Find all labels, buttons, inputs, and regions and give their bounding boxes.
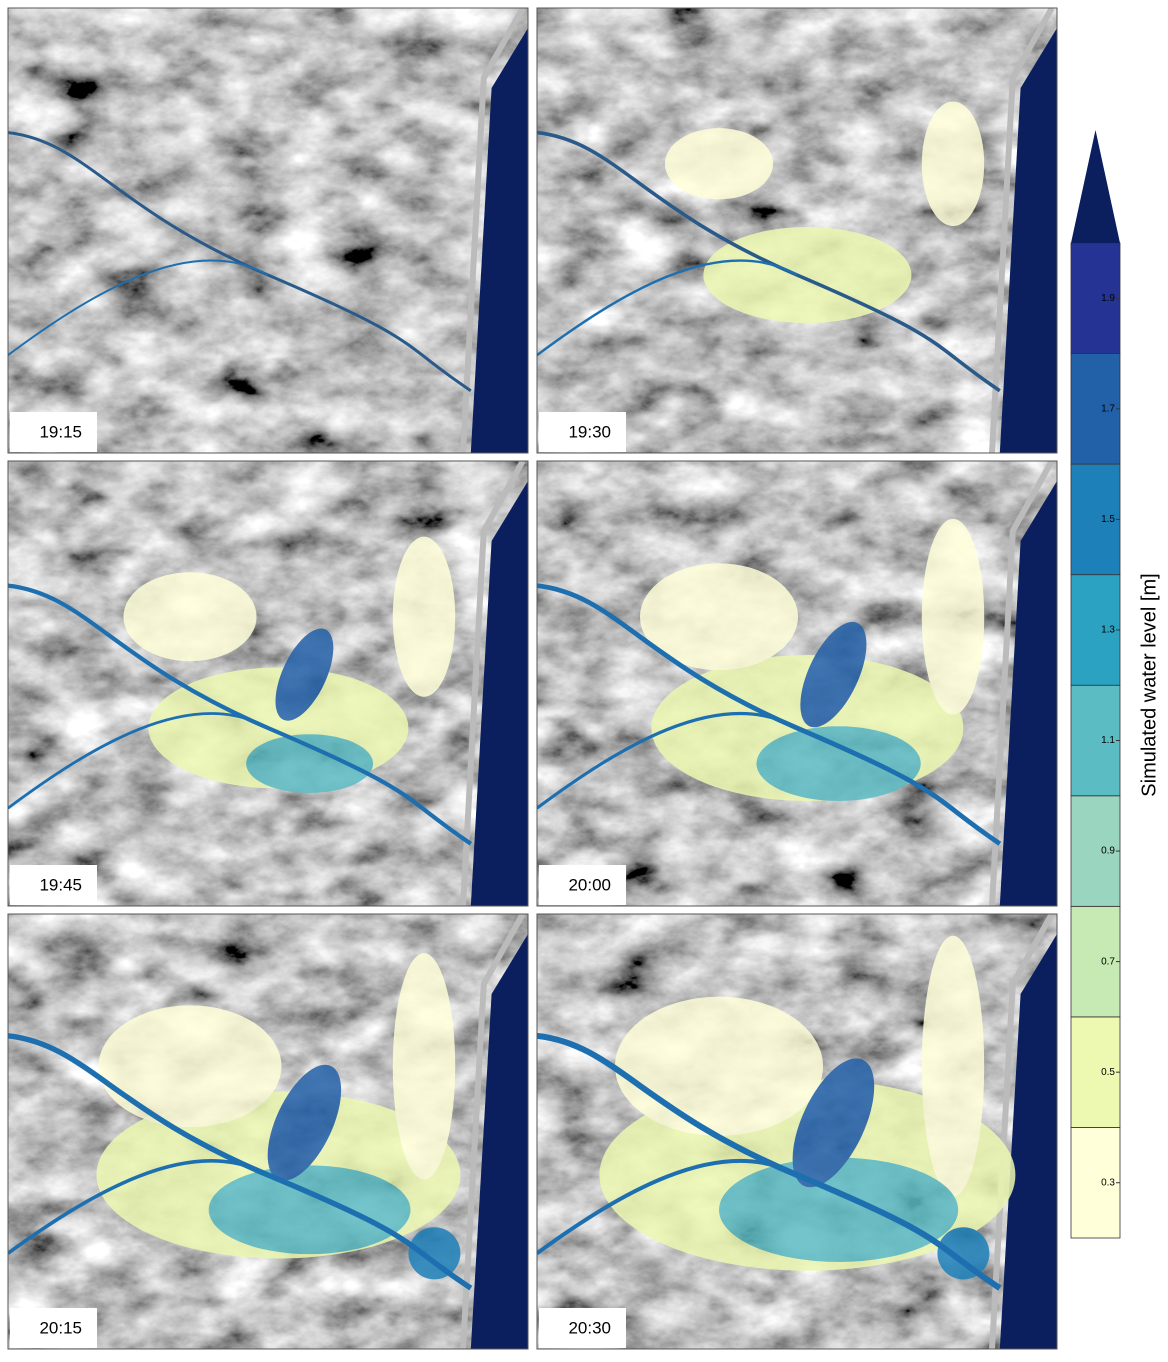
river [8, 712, 269, 810]
panel-frame [536, 7, 1058, 454]
flood-mid [756, 726, 921, 801]
flood-shallow [703, 226, 912, 324]
time-label-box [539, 1308, 626, 1348]
panel-frame [7, 913, 529, 1350]
colorbar-bin [1070, 1016, 1121, 1128]
terrain [8, 8, 528, 453]
colorbar-tick-label: 1.7 [1101, 403, 1115, 414]
flood-deep [275, 628, 334, 721]
colorbar-tick-label: 1.5 [1101, 514, 1115, 525]
colorbar-bin [1070, 463, 1121, 576]
time-label-box [10, 412, 97, 452]
flood-deep [267, 1064, 342, 1181]
flood-shallow [392, 953, 456, 1180]
sea [470, 481, 528, 906]
flood-area [123, 536, 456, 793]
flood-shallow [392, 536, 456, 697]
colorbar-tick-label: 1.3 [1101, 625, 1115, 636]
colorbar-tick-label: 0.9 [1101, 846, 1115, 857]
time-label: 19:15 [39, 422, 82, 441]
flood-area [639, 518, 985, 801]
flood-shallow [921, 518, 985, 715]
map-panel [537, 914, 1057, 1349]
flood-mid [719, 1157, 959, 1263]
flood-shallow [123, 572, 257, 662]
time-label: 20:15 [39, 1318, 82, 1337]
flood-area [664, 101, 985, 324]
colorbar-bin [1070, 242, 1121, 354]
coast-road [460, 914, 526, 1349]
time-label: 19:30 [568, 422, 611, 441]
time-label-box [539, 412, 626, 452]
colorbar-tick-label: 1.1 [1101, 735, 1115, 746]
coast-road [989, 461, 1055, 906]
panel-frame [7, 460, 529, 907]
colorbar-bin [1070, 795, 1121, 907]
time-label: 20:30 [568, 1318, 611, 1337]
flood-shallow [921, 101, 985, 227]
colorbar-title: Simulated water level [m] [1138, 573, 1160, 796]
panel-frame [7, 7, 529, 454]
flood-mid [208, 1165, 411, 1255]
colorbar-extend [1071, 130, 1120, 243]
sea [999, 28, 1057, 453]
flood-shallow [639, 563, 799, 671]
colorbar-tick-label: 0.5 [1101, 1067, 1115, 1078]
flood-deep [800, 621, 867, 728]
colorbar-bin [1070, 574, 1121, 686]
river [537, 711, 798, 810]
flood-shallow [98, 1005, 282, 1128]
coast-road [460, 461, 526, 906]
panel-frame [536, 460, 1058, 907]
flood-shallow [921, 935, 985, 1197]
sea [470, 934, 528, 1349]
flood-shallow [664, 128, 774, 200]
flood-deep [937, 1227, 990, 1280]
sea [470, 28, 528, 453]
colorbar-bin [1070, 905, 1121, 1018]
time-label-box [10, 865, 97, 905]
coast-road [989, 8, 1055, 453]
time-label-box [10, 1308, 97, 1348]
colorbar-tick-label: 0.3 [1101, 1177, 1115, 1188]
map-panel [537, 8, 1057, 453]
sea [999, 481, 1057, 906]
map-panel [537, 461, 1057, 906]
river [8, 259, 269, 356]
colorbar-tick-label: 1.9 [1101, 293, 1115, 304]
river [537, 1158, 798, 1255]
time-label: 19:45 [39, 875, 82, 894]
river [8, 1159, 269, 1255]
panel-frame [536, 913, 1058, 1350]
coast-road [989, 914, 1055, 1349]
map-panel [8, 461, 528, 906]
time-label: 20:00 [568, 875, 611, 894]
map-panel [8, 8, 528, 453]
river [537, 259, 798, 357]
flood-shallow [615, 996, 823, 1136]
time-label-box [539, 865, 626, 905]
map-panel [8, 914, 528, 1349]
colorbar-bin [1070, 684, 1121, 797]
colorbar-tick-label: 0.7 [1101, 956, 1115, 967]
flood-mid [246, 734, 374, 793]
coast-road [460, 8, 526, 453]
flood-deep [792, 1058, 875, 1188]
sea [999, 934, 1057, 1349]
flood-deep [408, 1227, 461, 1280]
